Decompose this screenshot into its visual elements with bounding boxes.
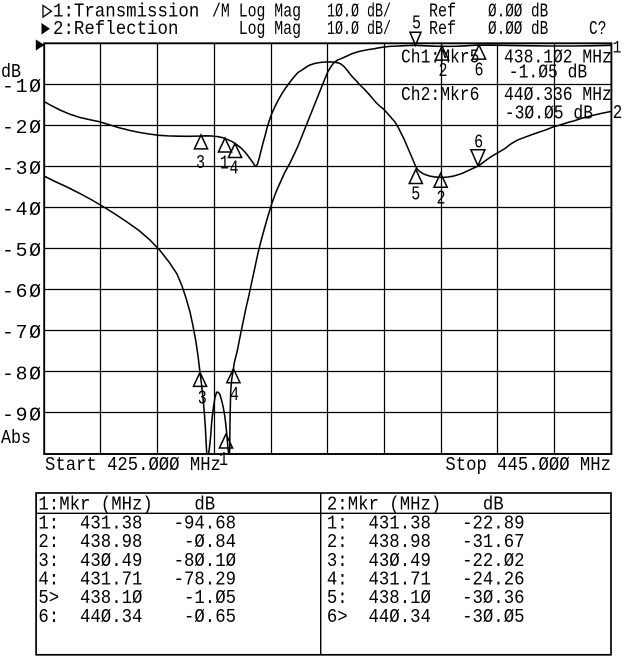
svg-text:Ref: Ref	[429, 1, 456, 23]
svg-text:dB: dB	[1, 61, 21, 83]
svg-text:Log Mag: Log Mag	[239, 18, 301, 40]
svg-text:5: 5	[411, 184, 420, 206]
svg-text:5> 438.1Ø -1.Ø5: 5> 438.1Ø -1.Ø5	[38, 587, 236, 609]
svg-text:438.1Ø2 MHz: 438.1Ø2 MHz	[504, 46, 612, 68]
svg-text:Ref: Ref	[429, 18, 456, 40]
svg-text:-9Ø: -9Ø	[2, 404, 41, 426]
svg-text:2: 438.98 -Ø.84: 2: 438.98 -Ø.84	[38, 531, 236, 553]
svg-text:1Ø.Ø dB/: 1Ø.Ø dB/	[327, 18, 391, 40]
svg-text:Abs: Abs	[1, 427, 31, 449]
svg-text:2:Mkr (MHz) dB: 2:Mkr (MHz) dB	[327, 494, 504, 516]
svg-text:1: 1	[219, 449, 228, 471]
svg-text:-7Ø: -7Ø	[2, 322, 41, 344]
svg-text:6> 44Ø.34 -3Ø.Ø5: 6> 44Ø.34 -3Ø.Ø5	[327, 606, 525, 628]
svg-text:4: 431.71 -78.29: 4: 431.71 -78.29	[38, 569, 236, 591]
svg-text:/M Log Mag: /M Log Mag	[212, 1, 301, 23]
svg-text:3: 43Ø.49 -8Ø.1Ø: 3: 43Ø.49 -8Ø.1Ø	[38, 550, 236, 572]
svg-text:2: 2	[437, 188, 446, 210]
svg-text:1: 431.38 -22.89: 1: 431.38 -22.89	[327, 513, 525, 535]
svg-text:2: 2	[613, 102, 623, 124]
svg-text:5: 5	[412, 12, 421, 34]
svg-text:2:Reflection: 2:Reflection	[53, 18, 178, 40]
svg-text:1:Transmission: 1:Transmission	[53, 1, 199, 23]
svg-text:3: 3	[198, 388, 207, 410]
svg-text:-1Ø: -1Ø	[2, 76, 41, 98]
svg-text:1: 1	[220, 153, 229, 175]
svg-text:-3Ø: -3Ø	[2, 158, 41, 180]
svg-text:44Ø.336 MHz: 44Ø.336 MHz	[504, 84, 612, 106]
svg-text:Ch1:Mkr5: Ch1:Mkr5	[401, 46, 479, 68]
svg-text:2: 438.98 -31.67: 2: 438.98 -31.67	[327, 531, 525, 553]
svg-text:Stop 445.ØØØ MHz: Stop 445.ØØØ MHz	[445, 454, 611, 476]
svg-text:-1.Ø5 dB: -1.Ø5 dB	[509, 62, 588, 84]
svg-text:4: 4	[230, 384, 239, 406]
svg-text:C?: C?	[589, 18, 606, 40]
svg-text:3: 3	[196, 152, 205, 174]
svg-text:6: 6	[475, 60, 484, 82]
svg-text:1: 431.38 -94.68: 1: 431.38 -94.68	[38, 513, 236, 535]
svg-text:-8Ø: -8Ø	[2, 363, 41, 385]
svg-text:1: 1	[613, 39, 622, 59]
svg-text:1Ø.Ø dB/: 1Ø.Ø dB/	[327, 1, 391, 23]
svg-text:1:Mkr (MHz) dB: 1:Mkr (MHz) dB	[38, 494, 215, 516]
svg-text:4: 4	[230, 158, 239, 180]
svg-text:Start 425.ØØØ MHz: Start 425.ØØØ MHz	[45, 454, 221, 476]
svg-text:2: 2	[439, 60, 448, 82]
svg-text:-2Ø: -2Ø	[2, 117, 41, 139]
svg-text:6: 44Ø.34 -Ø.65: 6: 44Ø.34 -Ø.65	[38, 606, 236, 628]
svg-text:Ch2:Mkr6: Ch2:Mkr6	[401, 84, 479, 106]
svg-text:-6Ø: -6Ø	[2, 281, 41, 303]
svg-text:-4Ø: -4Ø	[2, 199, 41, 221]
svg-text:-5Ø: -5Ø	[2, 240, 41, 262]
svg-text:3: 43Ø.49 -22.Ø2: 3: 43Ø.49 -22.Ø2	[327, 550, 525, 572]
svg-text:Ø.ØØ dB: Ø.ØØ dB	[488, 18, 548, 40]
svg-text:5: 438.1Ø -3Ø.36: 5: 438.1Ø -3Ø.36	[327, 587, 525, 609]
svg-text:4: 431.71 -24.26: 4: 431.71 -24.26	[327, 569, 525, 591]
svg-text:-3Ø.Ø5 dB: -3Ø.Ø5 dB	[505, 103, 593, 125]
svg-text:Ø.ØØ dB: Ø.ØØ dB	[488, 1, 548, 23]
svg-text:6: 6	[474, 132, 483, 154]
